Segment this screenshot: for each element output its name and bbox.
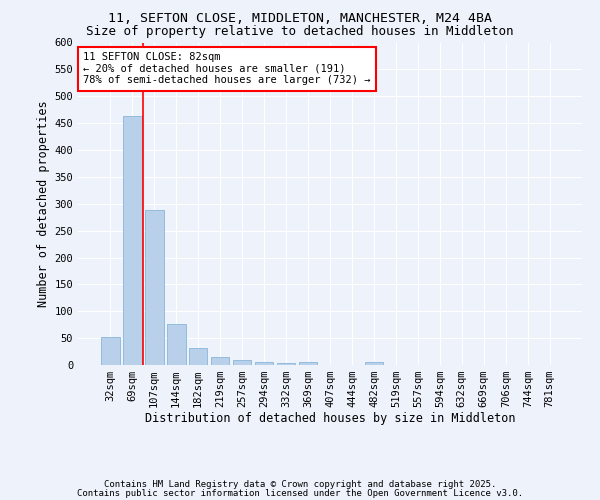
Text: Contains HM Land Registry data © Crown copyright and database right 2025.: Contains HM Land Registry data © Crown c… — [104, 480, 496, 489]
X-axis label: Distribution of detached houses by size in Middleton: Distribution of detached houses by size … — [145, 412, 515, 424]
Text: 11, SEFTON CLOSE, MIDDLETON, MANCHESTER, M24 4BA: 11, SEFTON CLOSE, MIDDLETON, MANCHESTER,… — [108, 12, 492, 26]
Text: Size of property relative to detached houses in Middleton: Size of property relative to detached ho… — [86, 24, 514, 38]
Bar — [233, 360, 251, 365]
Bar — [123, 116, 142, 365]
Bar — [101, 336, 119, 365]
Text: Contains public sector information licensed under the Open Government Licence v3: Contains public sector information licen… — [77, 488, 523, 498]
Bar — [299, 362, 317, 365]
Bar — [211, 357, 229, 365]
Bar — [145, 210, 164, 365]
Bar — [255, 362, 274, 365]
Bar — [189, 348, 208, 365]
Y-axis label: Number of detached properties: Number of detached properties — [37, 100, 50, 307]
Bar — [167, 324, 185, 365]
Bar — [365, 362, 383, 365]
Bar — [277, 363, 295, 365]
Text: 11 SEFTON CLOSE: 82sqm
← 20% of detached houses are smaller (191)
78% of semi-de: 11 SEFTON CLOSE: 82sqm ← 20% of detached… — [83, 52, 371, 86]
